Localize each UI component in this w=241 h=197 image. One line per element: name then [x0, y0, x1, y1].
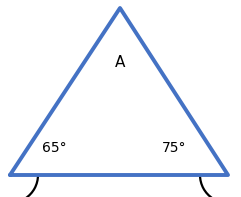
- Text: 65°: 65°: [42, 141, 67, 155]
- Text: 75°: 75°: [162, 141, 187, 155]
- Text: A: A: [115, 55, 125, 70]
